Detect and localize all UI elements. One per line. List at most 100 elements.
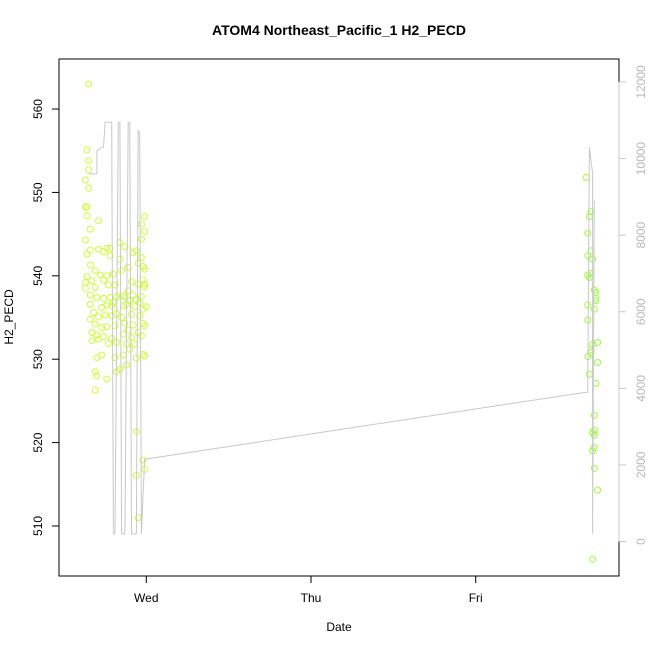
data-point-s0-36 [103,301,111,309]
data-point-s1-14 [584,301,592,309]
data-point-s0-2 [85,157,93,165]
y-left-tick-label: 560 [31,99,45,119]
data-point-s0-54 [98,351,106,359]
y-right-tick-label: 12000 [634,65,648,99]
data-point-s0-50 [88,337,96,345]
data-point-s0-75 [124,287,132,295]
data-point-s0-33 [106,294,114,301]
data-point-s1-17 [594,339,602,346]
y-axis-right: 0 2000 4000 6000 8000 10000 12000 [618,65,648,545]
data-point-s0-112 [137,293,145,301]
data-point-s0-59 [109,270,117,278]
data-point-s0-5 [85,184,93,192]
data-point-s0-77 [118,314,126,321]
data-point-s0-49 [108,334,116,342]
data-point-s0-28 [100,276,107,284]
data-point-s0-25 [81,279,89,286]
y-right-tick-label: 4000 [634,375,648,402]
data-point-s0-85 [116,365,124,373]
data-point-s0-92 [129,321,137,329]
y-axis-label: H2_PECD [2,289,16,345]
data-point-s0-69 [116,255,124,263]
data-point-s1-5 [584,252,592,260]
data-point-s0-27 [91,284,99,291]
data-point-s0-117 [141,213,149,221]
data-point-s0-93 [128,334,135,341]
data-point-s0-79 [124,326,132,334]
data-point-s1-25 [590,411,598,419]
data-point-s0-58 [91,386,99,394]
data-point-s0-21 [96,271,104,279]
data-point-s0-42 [86,315,94,323]
data-point-s0-19 [86,261,94,269]
plot-data [81,80,602,563]
chart-title: ATOM4 Northeast_Pacific_1 H2_PECD [212,22,466,38]
data-point-s0-16 [86,246,94,254]
data-point-s1-28 [590,431,598,439]
data-point-s0-115 [137,332,145,340]
data-point-s0-52 [104,339,112,347]
data-point-s0-108 [137,235,145,243]
data-point-s0-37 [108,302,116,310]
data-point-s0-97 [132,247,140,255]
data-point-s0-40 [101,311,109,319]
x-tick-label: Wed [134,591,158,605]
data-point-s0-9 [95,217,102,225]
data-point-s0-47 [93,331,101,339]
data-point-s0-24 [88,277,96,285]
data-point-s0-98 [134,259,142,267]
data-point-s0-3 [85,166,93,174]
data-point-s0-87 [124,264,132,271]
data-point-s0-88 [128,278,135,286]
data-point-s0-18 [106,252,114,260]
data-point-s0-94 [131,340,139,348]
data-point-s0-126 [141,322,149,330]
data-point-s0-51 [95,335,102,343]
data-point-s0-20 [91,267,99,275]
data-point-s0-120 [141,280,149,288]
data-point-s0-39 [95,313,102,321]
data-point-s0-78 [121,319,129,327]
data-point-s0-7 [83,203,91,211]
data-point-s0-34 [86,300,94,308]
data-point-s0-43 [91,320,99,328]
data-point-s1-0 [582,173,590,181]
y-right-tick-label: 10000 [634,142,648,176]
y-right-tick-label: 2000 [634,451,648,478]
data-point-s0-107 [137,220,145,228]
data-point-s0-14 [100,248,107,256]
x-tick-label: Thu [301,591,322,605]
data-point-s0-118 [141,228,149,236]
data-point-s0-11 [81,236,89,244]
data-point-s0-73 [121,293,129,301]
data-point-s0-4 [81,176,89,184]
data-point-s0-17 [83,250,91,258]
series-line-right-axis [88,121,595,535]
data-point-s0-109 [137,254,145,261]
data-point-s1-32 [594,486,602,494]
data-point-s0-71 [118,292,126,300]
data-point-s0-125 [141,352,149,360]
y-left-tick-label: 530 [31,349,45,369]
data-point-s1-22 [594,359,602,366]
data-point-s0-31 [93,294,101,301]
data-point-s1-33 [589,555,597,563]
data-point-s0-66 [111,354,119,361]
y-right-tick-label: 6000 [634,298,648,325]
data-point-s0-124 [142,303,150,311]
y-left-tick-label: 510 [31,516,45,536]
y-right-tick-label: 0 [634,538,648,545]
y-axis-left: 510 520 530 540 550 560 [31,99,60,536]
data-point-s0-91 [128,310,135,318]
data-point-s0-26 [81,284,89,292]
data-point-s0-82 [126,345,134,353]
y-left-tick-label: 520 [31,432,45,452]
data-point-s0-0 [85,80,93,88]
y-left-tick-label: 540 [31,265,45,285]
data-point-s0-15 [106,244,114,252]
data-point-s0-44 [98,324,106,331]
data-point-s0-1 [83,146,91,154]
data-point-s1-23 [585,370,593,378]
y-left-tick-label: 550 [31,182,45,202]
